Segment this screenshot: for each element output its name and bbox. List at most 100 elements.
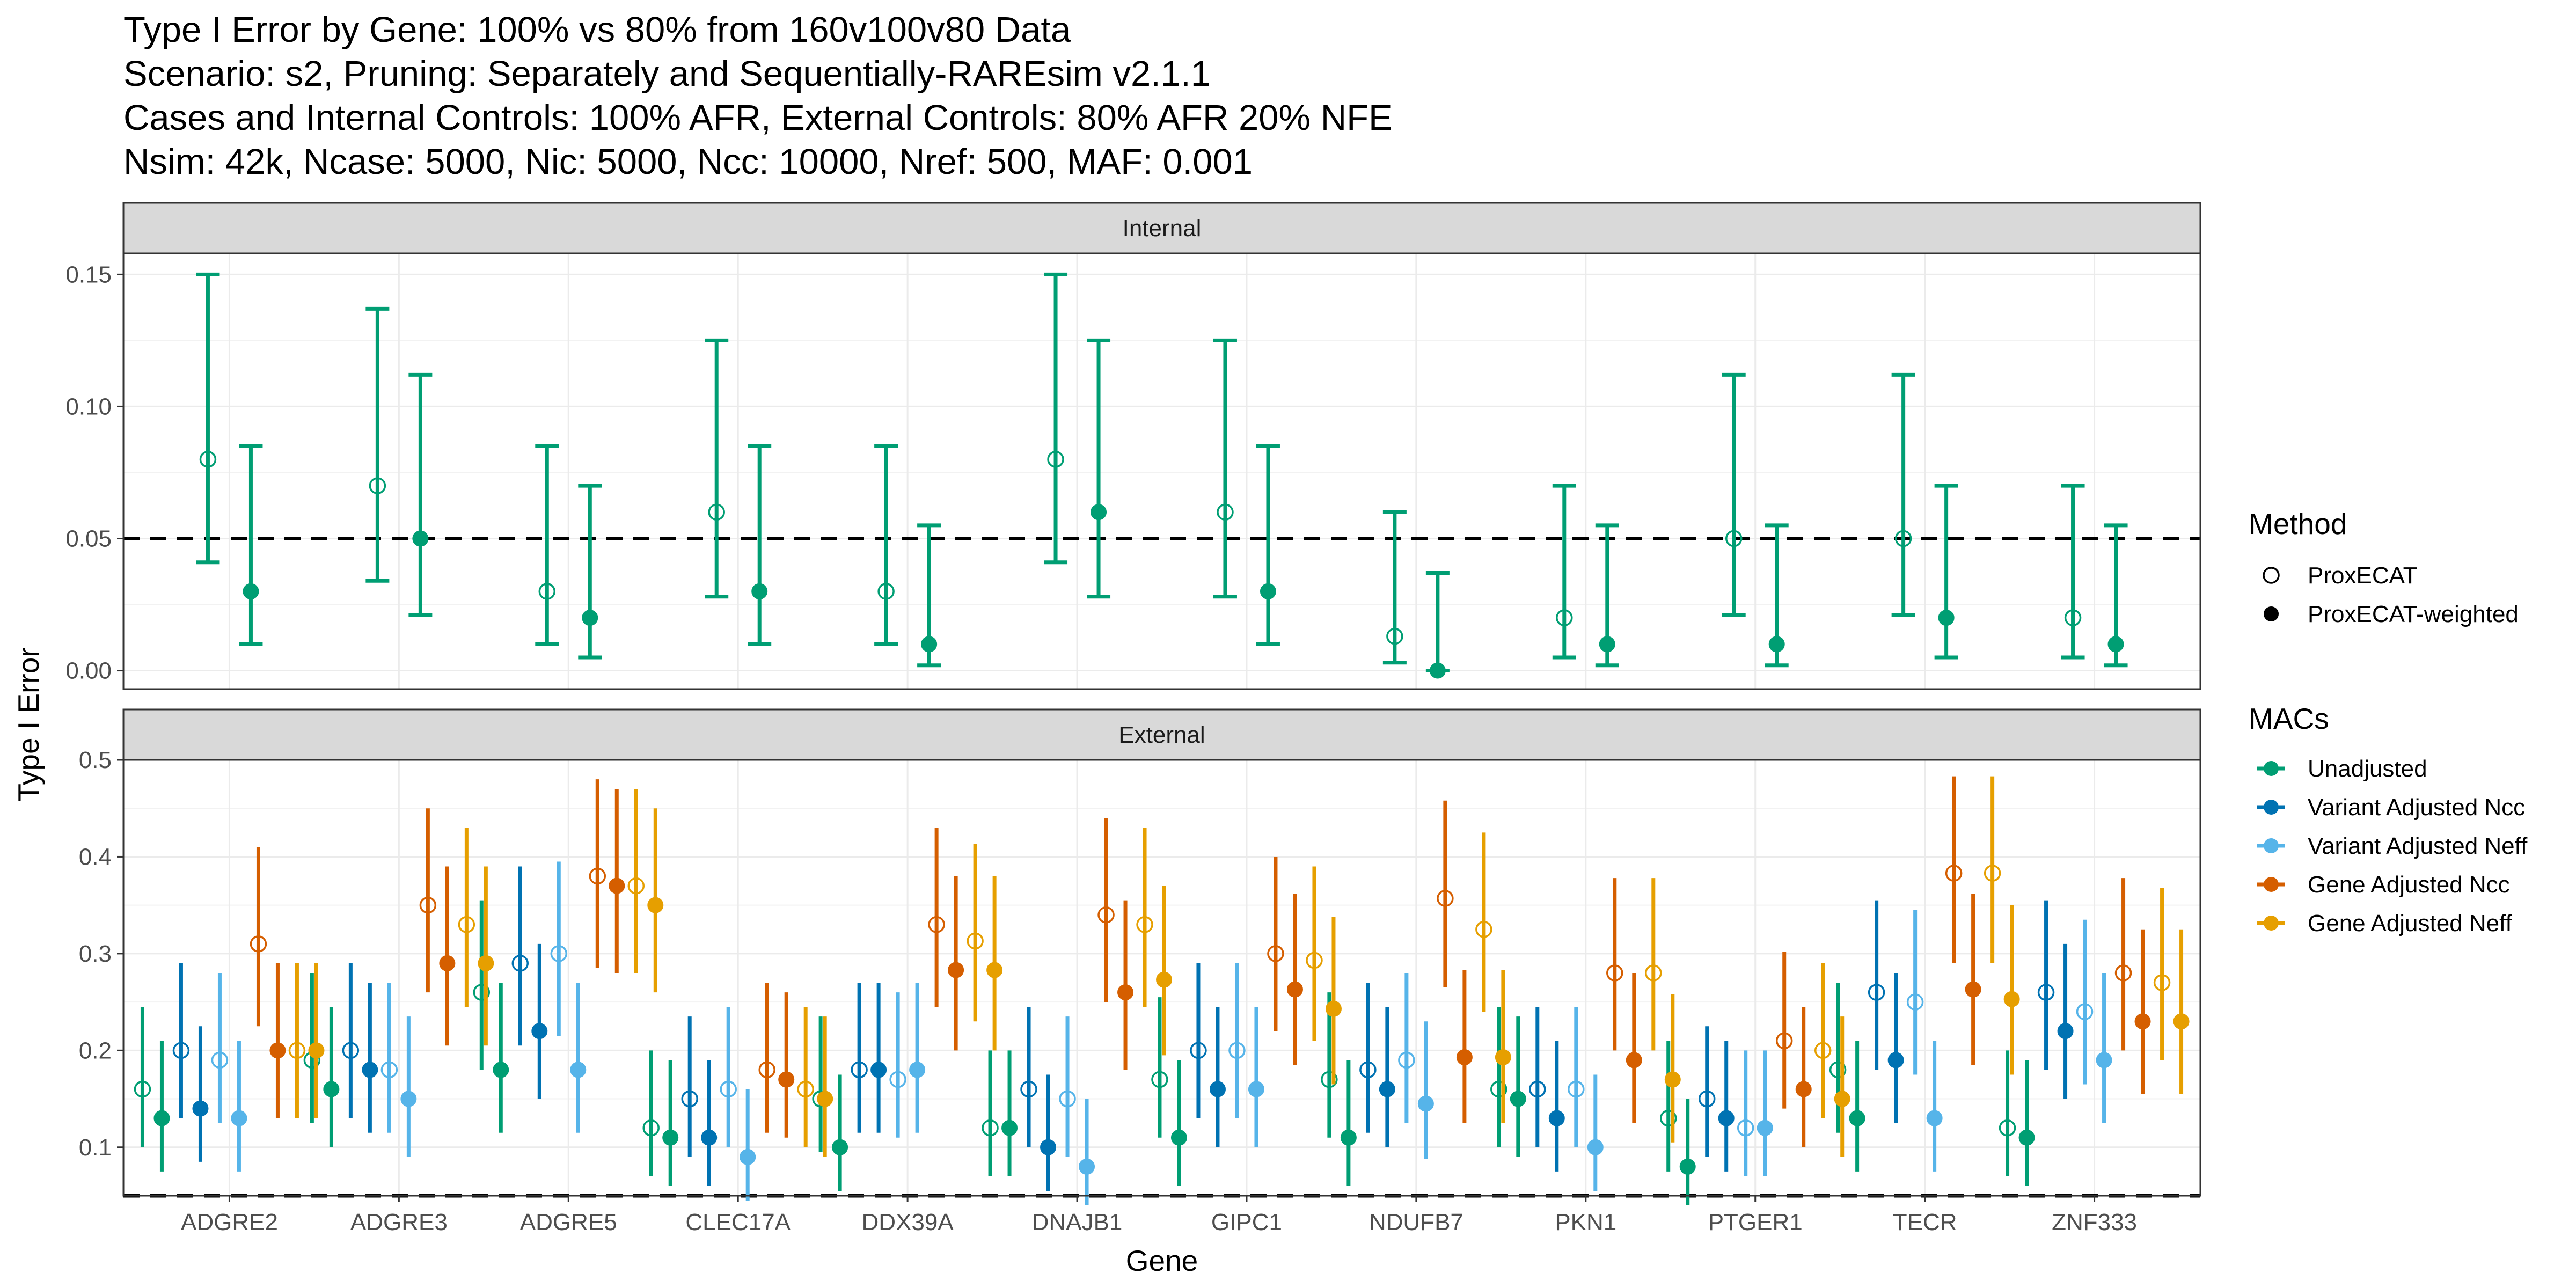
panel-internal-border [122, 252, 2201, 690]
panel-external-y-axis: 0.1 0.2 0.3 0.4 0.5 [79, 747, 123, 1161]
point-vneff-proxecat [2076, 1003, 2094, 1020]
legend-mac-label: Variant Adjusted Ncc [2308, 794, 2525, 821]
point-vneff-proxecat [1059, 1090, 1076, 1108]
panel-internal-y-axis: 0.00 0.05 0.10 0.15 [65, 261, 123, 684]
point-vneff-proxecat-weighted [1248, 1081, 1264, 1097]
point-vncc-proxecat [1529, 1080, 1546, 1098]
y-tick-label: 0.3 [79, 941, 112, 967]
point-gncc-proxecat-weighted [1456, 1049, 1473, 1065]
point-vneff-proxecat-weighted [740, 1148, 756, 1165]
legend-method-entries: ProxECAT ProxECAT-weighted [2263, 562, 2519, 627]
y-tick-label: 0.00 [65, 658, 112, 684]
point-unadj-proxecat [1829, 1061, 1847, 1079]
point-unadj-proxecat-weighted [1001, 1119, 1018, 1136]
panel-internal-gridlines [123, 253, 2200, 689]
point-unadj-proxecat-weighted [1170, 1129, 1187, 1146]
point-vncc-proxecat-weighted [192, 1100, 209, 1117]
panel-internal: Internal 0.00 0.05 0.10 0.15 [65, 202, 2201, 690]
point-vncc-proxecat [1190, 1042, 1207, 1059]
point-unadj-proxecat-weighted [832, 1139, 848, 1155]
point-unadj-proxecat-weighted [1679, 1158, 1696, 1175]
point-unadj-proxecat [2064, 609, 2082, 626]
point-unadj-proxecat [1217, 503, 1234, 521]
point-vneff-proxecat [1568, 1080, 1585, 1098]
point-vncc-proxecat-weighted [2057, 1023, 2074, 1040]
legend-mac-point [2264, 838, 2279, 853]
legend-mac-point [2264, 800, 2279, 815]
point-gneff-proxecat-weighted [2003, 991, 2020, 1007]
point-vneff-proxecat-weighted [570, 1062, 587, 1078]
x-tick-label: ADGRE3 [350, 1209, 448, 1235]
point-vneff-proxecat [889, 1071, 906, 1088]
point-gncc-proxecat [419, 896, 437, 914]
point-unadj-proxecat [199, 451, 217, 468]
point-gneff-proxecat [1136, 916, 1153, 933]
x-tick-label: DDX39A [862, 1209, 954, 1235]
title-line-2: Scenario: s2, Pruning: Separately and Se… [123, 54, 1211, 94]
point-vncc-proxecat [1868, 984, 1885, 1001]
point-vncc-proxecat-weighted [701, 1129, 718, 1146]
point-unadj-proxecat [1894, 530, 1912, 547]
legend-macs-title: MACs [2249, 702, 2329, 735]
x-axis-title: Gene [1126, 1244, 1198, 1277]
point-gncc-proxecat-weighted [439, 955, 456, 971]
strip-label-internal: Internal [1123, 215, 1202, 241]
y-tick-label: 0.15 [65, 261, 112, 288]
point-gneff-proxecat [967, 932, 984, 950]
x-tick-label: NDUFB7 [1369, 1209, 1463, 1235]
point-vneff-proxecat [1228, 1042, 1246, 1059]
point-unadj-proxecat [538, 583, 556, 600]
point-unadj-proxecat-weighted [921, 636, 938, 653]
point-vncc-proxecat-weighted [870, 1062, 887, 1078]
point-gncc-proxecat-weighted [1117, 984, 1134, 1001]
point-vncc-proxecat-weighted [1040, 1139, 1057, 1155]
point-vncc-proxecat [1698, 1090, 1716, 1108]
point-gncc-proxecat [589, 867, 606, 885]
legend-mac-label: Gene Adjusted Ncc [2308, 872, 2510, 898]
panel-external-border [122, 759, 2201, 1197]
title-line-1: Type I Error by Gene: 100% vs 80% from 1… [123, 10, 1071, 50]
x-tick-label: DNAJB1 [1032, 1209, 1123, 1235]
point-unadj-proxecat [642, 1119, 660, 1137]
point-gncc-proxecat-weighted [269, 1042, 286, 1059]
point-unadj-proxecat-weighted [493, 1062, 509, 1078]
x-tick-label: PKN1 [1555, 1209, 1616, 1235]
point-vneff-proxecat [380, 1061, 398, 1079]
legend-mac-entries: Unadjusted Variant Adjusted Ncc Variant Ad… [2257, 756, 2528, 936]
legend-mac-label: Unadjusted [2308, 756, 2427, 782]
point-gneff-proxecat-weighted [986, 962, 1003, 978]
point-gncc-proxecat-weighted [1795, 1081, 1812, 1097]
point-gneff-proxecat [1984, 865, 2001, 882]
point-gneff-proxecat-weighted [647, 897, 664, 913]
point-unadj-proxecat-weighted [1768, 636, 1785, 653]
x-tick-label: GIPC1 [1211, 1209, 1282, 1235]
point-unadj-proxecat-weighted [1429, 662, 1446, 679]
point-unadj-proxecat [1490, 1080, 1507, 1098]
point-unadj-proxecat [877, 583, 895, 600]
point-gneff-proxecat [288, 1042, 306, 1059]
point-vneff-proxecat-weighted [1417, 1095, 1434, 1112]
point-gncc-proxecat-weighted [1626, 1052, 1642, 1069]
point-unadj-proxecat-weighted [2107, 636, 2124, 653]
point-unadj-proxecat-weighted [582, 610, 598, 626]
point-vncc-proxecat [342, 1042, 360, 1059]
point-unadj-proxecat [1386, 627, 1403, 645]
point-gneff-proxecat-weighted [1325, 1000, 1342, 1017]
point-vneff-proxecat [720, 1080, 737, 1098]
point-gneff-proxecat-weighted [308, 1042, 325, 1059]
point-unadj-proxecat [708, 503, 725, 521]
y-axis-title: Type I Error [12, 647, 45, 801]
title-line-3: Cases and Internal Controls: 100% AFR, E… [123, 98, 1393, 138]
point-gncc-proxecat [1606, 964, 1623, 982]
x-tick-label: TECR [1893, 1209, 1957, 1235]
point-gneff-proxecat-weighted [2173, 1013, 2190, 1030]
point-vneff-proxecat-weighted [909, 1062, 926, 1078]
point-vncc-proxecat [2037, 984, 2055, 1001]
point-vneff-proxecat [1906, 993, 1924, 1011]
title-line-4: Nsim: 42k, Ncase: 5000, Nic: 5000, Ncc: … [123, 142, 1253, 182]
point-gneff-proxecat [1814, 1042, 1832, 1059]
x-tick-label: CLEC17A [685, 1209, 791, 1235]
point-gneff-proxecat-weighted [817, 1091, 833, 1107]
point-gneff-proxecat [2153, 974, 2171, 991]
